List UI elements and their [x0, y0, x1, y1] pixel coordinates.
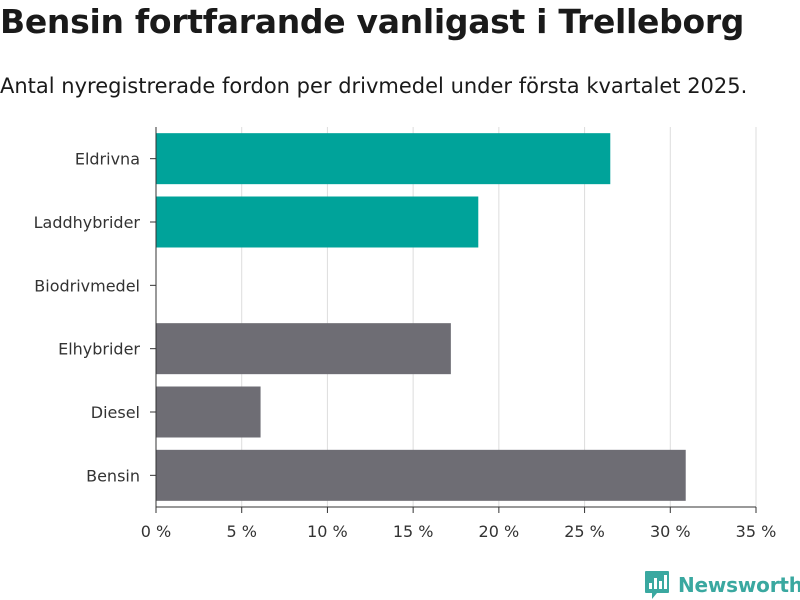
- x-tick-label: 0 %: [141, 522, 171, 541]
- category-label: Biodrivmedel: [34, 276, 140, 295]
- chart-subtitle: Antal nyregistrerade fordon per drivmede…: [0, 74, 748, 98]
- x-tick-label: 10 %: [307, 522, 348, 541]
- bar-elhybrider: [156, 323, 451, 375]
- category-label: Bensin: [86, 466, 140, 485]
- x-tick-label: 20 %: [479, 522, 520, 541]
- newsworthy-logo-icon: [645, 571, 669, 599]
- bar-bensin: [156, 449, 686, 501]
- bar-laddhybrider: [156, 196, 479, 248]
- brand-logo: Newsworthy: [644, 570, 800, 600]
- brand-name: Newsworthy: [678, 573, 800, 597]
- x-tick-label: 15 %: [393, 522, 434, 541]
- labels: 0 % 5 % 10 % 15 % 20 % 25 % 30 % 35 % Eldrivna La…: [34, 150, 777, 541]
- x-tick-label: 5 %: [226, 522, 256, 541]
- bar-eldrivna: [156, 133, 611, 185]
- category-label: Diesel: [91, 403, 140, 422]
- bar-diesel: [156, 386, 261, 438]
- bars: [156, 133, 686, 501]
- grid-lines: [241, 127, 757, 507]
- category-label: Eldrivna: [75, 150, 140, 169]
- x-tick-label: 35 %: [736, 522, 777, 541]
- chart-title: Bensin fortfarande vanligast i Trellebor…: [0, 2, 745, 41]
- x-tick-label: 30 %: [650, 522, 691, 541]
- x-tick-label: 25 %: [564, 522, 605, 541]
- category-label: Laddhybrider: [34, 213, 141, 232]
- category-label: Elhybrider: [58, 340, 140, 359]
- axes: [150, 127, 757, 513]
